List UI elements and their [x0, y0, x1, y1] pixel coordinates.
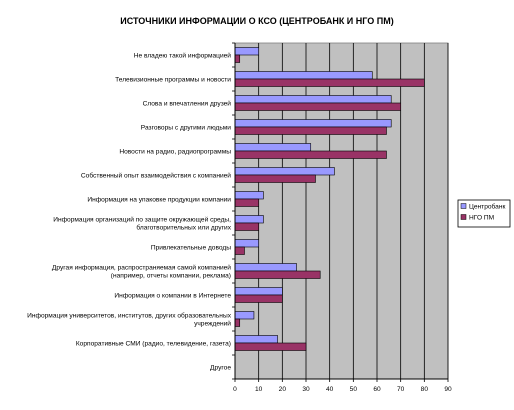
legend-label-1: НГО ПМ: [469, 215, 494, 222]
category-label-1: Телевизионные программы и новости: [115, 77, 231, 84]
x-tick-label-5: 50: [350, 386, 358, 393]
bar-0-9: [234, 263, 297, 272]
category-label-11-line-1: учреждений: [194, 320, 231, 328]
category-label-3: Разговоры с другими людьми: [141, 125, 232, 132]
bar-0-4: [234, 143, 312, 152]
bar-0-2: [234, 95, 392, 104]
category-label-13: Другое: [210, 365, 231, 372]
category-label-4: Новости на радио, радиопрограммы: [119, 149, 231, 156]
bar-1-9: [234, 270, 321, 279]
category-label-0: Не владею такой информацией: [134, 52, 232, 60]
bar-1-0: [234, 54, 241, 63]
bar-1-1: [234, 78, 425, 87]
bar-1-8: [234, 246, 245, 255]
bar-0-7: [234, 215, 264, 224]
legend-swatch-1: [460, 214, 467, 220]
x-tick-label-0: 0: [233, 386, 237, 393]
bar-0-3: [234, 119, 392, 128]
bar-1-3: [234, 126, 387, 135]
category-label-7-line-0: Информация организаций по защите окружаю…: [53, 216, 231, 224]
legend-swatch-0: [460, 203, 467, 209]
legend: Центробанк НГО ПМ: [457, 199, 511, 228]
x-tick-label-1: 10: [255, 386, 263, 393]
x-tick-label-9: 90: [444, 386, 452, 393]
category-label-9-line-1: (например, отчеты компании, реклама): [111, 273, 231, 280]
bar-1-11: [234, 318, 241, 327]
bar-1-5: [234, 174, 316, 183]
legend-label-0: Центробанк: [469, 203, 505, 211]
bar-1-4: [234, 150, 387, 159]
x-tick-label-6: 60: [373, 386, 381, 393]
category-label-5: Собственный опыт взаимодействия с компан…: [81, 172, 231, 180]
x-tick-label-2: 20: [279, 386, 287, 393]
category-label-7-line-1: благотворительных или других: [136, 224, 231, 232]
category-label-10: Информация о компании в Интернете: [114, 293, 231, 300]
plot-background: [234, 42, 449, 380]
category-label-9-line-0: Другая информация, распространяемая само…: [52, 264, 231, 272]
plot-area: Не владею такой информацией Телевизионные…: [27, 42, 452, 393]
bar-1-7: [234, 222, 259, 231]
bar-0-6: [234, 191, 264, 200]
category-label-8: Привлекательные доводы: [151, 245, 231, 252]
bar-0-11: [234, 311, 255, 320]
bar-0-5: [234, 167, 335, 176]
bar-0-10: [234, 287, 283, 296]
bar-1-6: [234, 198, 259, 207]
chart-title: ИСТОЧНИКИ ИНФОРМАЦИИ О КСО (ЦЕНТРОБАНК И…: [120, 16, 393, 26]
legend-box: [457, 199, 511, 228]
x-tick-label-4: 40: [326, 386, 334, 393]
bar-1-12: [234, 342, 307, 351]
x-tick-label-7: 70: [397, 386, 405, 393]
category-label-11-line-0: Информация университетов, институтов, др…: [27, 312, 232, 320]
category-label-2: Слова и впечатления друзей: [143, 100, 232, 108]
x-tick-label-3: 30: [302, 386, 310, 393]
category-label-6: Информация на упаковке продукции компани…: [87, 197, 231, 204]
bar-0-8: [234, 239, 259, 248]
bar-0-12: [234, 335, 278, 344]
bar-0-0: [234, 47, 259, 56]
category-label-12: Корпоративные СМИ (радио, телевидение, г…: [76, 341, 231, 348]
bar-1-2: [234, 102, 401, 111]
bar-0-1: [234, 71, 373, 80]
bar-1-10: [234, 294, 283, 303]
x-tick-label-8: 80: [421, 386, 429, 393]
